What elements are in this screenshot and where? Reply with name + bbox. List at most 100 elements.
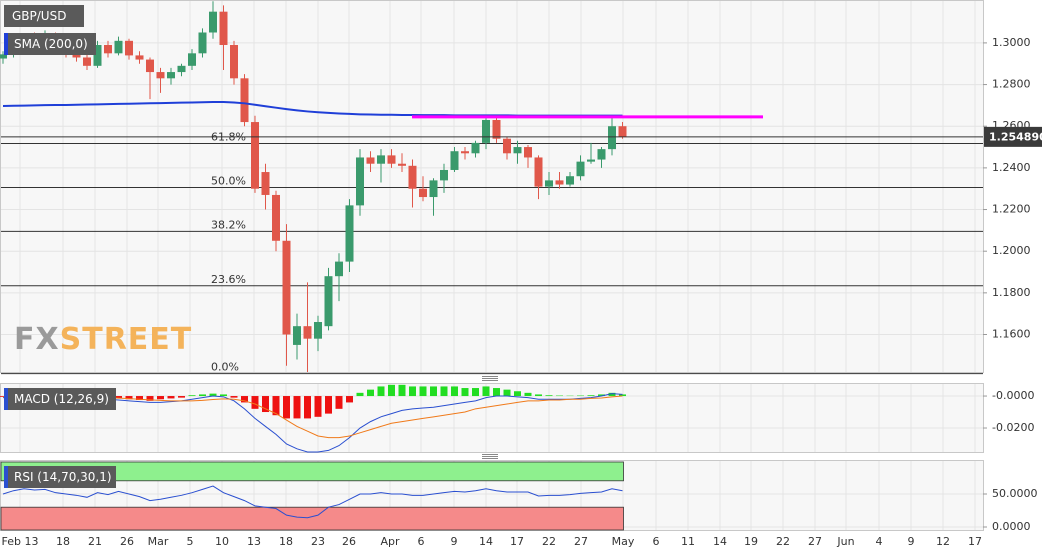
fibonacci-label: 61.8%	[211, 131, 246, 144]
marks	[0, 1, 983, 531]
watermark-street: STREET	[60, 322, 193, 357]
macd-histogram-bar	[251, 396, 259, 409]
y-tick-label: 1.1800	[992, 286, 1031, 299]
candle-body	[461, 151, 469, 154]
macd-histogram-bar	[146, 396, 154, 401]
candle-body	[261, 172, 270, 195]
candle-body	[335, 261, 343, 277]
candle-body	[440, 169, 448, 181]
y-tick-label: 1.2400	[992, 161, 1031, 174]
macd-histogram-bar	[335, 396, 343, 409]
candle-body	[104, 44, 112, 54]
overbought-zone	[0, 461, 624, 482]
y-tick-label: -0.0200	[992, 421, 1034, 434]
candle-body	[566, 176, 574, 185]
last-price-label: 1.254890	[989, 130, 1047, 143]
x-tick-label: Feb 13	[2, 535, 39, 548]
candle-body	[471, 142, 480, 154]
x-tick-label: Jun	[836, 535, 854, 548]
candle-body	[251, 122, 259, 189]
x-tick-label: 12	[936, 535, 950, 548]
x-tick-label: 11	[681, 535, 695, 548]
x-tick-label: 22	[776, 535, 790, 548]
macd-histogram-bar	[230, 396, 238, 398]
candle-body	[503, 138, 511, 154]
x-tick-label: 18	[56, 535, 70, 548]
macd-histogram-bar	[619, 394, 626, 397]
candle-body	[282, 240, 291, 335]
macd-histogram-bar	[388, 384, 395, 397]
macd-histogram-bar	[199, 394, 206, 397]
y-tick-label: 1.2200	[992, 203, 1031, 216]
macd-histogram-bar	[188, 395, 196, 397]
macd-panel	[0, 383, 984, 453]
x-tick-label: 21	[88, 535, 102, 548]
sma-legend-box	[4, 33, 96, 55]
macd-histogram-bar	[440, 386, 448, 397]
macd-histogram-bar	[209, 393, 217, 397]
watermark: FXSTREET	[14, 322, 192, 357]
panel-resize-handle[interactable]	[482, 454, 498, 459]
last-price-box	[984, 126, 1042, 147]
candle-body	[492, 119, 501, 139]
candle-body	[587, 159, 595, 162]
macd-histogram-bar	[220, 394, 227, 397]
macd-histogram-bar	[493, 388, 500, 397]
title-box	[4, 5, 84, 27]
x-tick-label: 19	[744, 535, 758, 548]
macd-histogram-bar	[503, 389, 511, 397]
x-tick-label: 6	[418, 535, 425, 548]
x-tick-label: 9	[451, 535, 458, 548]
macd-histogram-bar	[241, 396, 248, 403]
candle-body	[618, 126, 627, 137]
x-tick-label: 5	[187, 535, 194, 548]
y-tick-label: 1.1600	[992, 328, 1031, 341]
candle-body	[167, 72, 175, 79]
macd-histogram-bar	[346, 396, 353, 403]
macd-legend-label: MACD (12,26,9)	[14, 392, 109, 406]
macd-histogram-bar	[157, 396, 164, 400]
x-tick-label: 26	[342, 535, 356, 548]
macd-histogram-bar	[125, 396, 133, 400]
candle-body	[303, 326, 312, 339]
candle-body	[597, 149, 606, 160]
macd-histogram-bar	[409, 386, 416, 397]
candle-body	[198, 32, 207, 54]
x-tick-label: 17	[968, 535, 982, 548]
y-tick-label: 1.2800	[992, 78, 1031, 91]
panel-resize-handle[interactable]	[482, 376, 498, 381]
y-tick-label: -0.0000	[992, 389, 1034, 402]
macd-histogram-bar	[325, 396, 332, 414]
macd-histogram-bar	[472, 388, 479, 397]
macd-histogram-bar	[356, 392, 364, 397]
candle-body	[387, 155, 396, 164]
candle-body	[188, 53, 196, 66]
sma-legend-label: SMA (200,0)	[14, 37, 88, 51]
x-tick-label: 18	[279, 535, 293, 548]
candle-body	[83, 57, 91, 66]
macd-histogram-bar	[304, 396, 311, 419]
y-tick-label: 1.3000	[992, 36, 1031, 49]
candle-body	[324, 276, 333, 327]
x-tick-label: 14	[479, 535, 493, 548]
macd-histogram-bar	[535, 394, 542, 397]
candle-body	[209, 11, 217, 33]
macd-histogram-bar	[451, 386, 458, 397]
macd-histogram-bar	[293, 396, 301, 419]
candle-body	[524, 147, 532, 158]
oversold-zone	[0, 506, 624, 531]
macd-histogram-bar	[430, 386, 437, 397]
rsi-legend-label: RSI (14,70,30,1)	[14, 470, 112, 484]
candle-body	[534, 157, 543, 187]
candle-body	[156, 72, 165, 79]
candle-body	[272, 194, 280, 241]
chart-title: GBP/USD	[12, 9, 66, 23]
candle-body	[545, 180, 553, 187]
macd-histogram-bar	[598, 394, 605, 397]
candle-body	[377, 155, 385, 164]
candle-body	[356, 157, 364, 206]
x-tick-label: Mar	[148, 535, 169, 548]
candle-body	[555, 180, 564, 185]
price-panel	[0, 0, 984, 373]
